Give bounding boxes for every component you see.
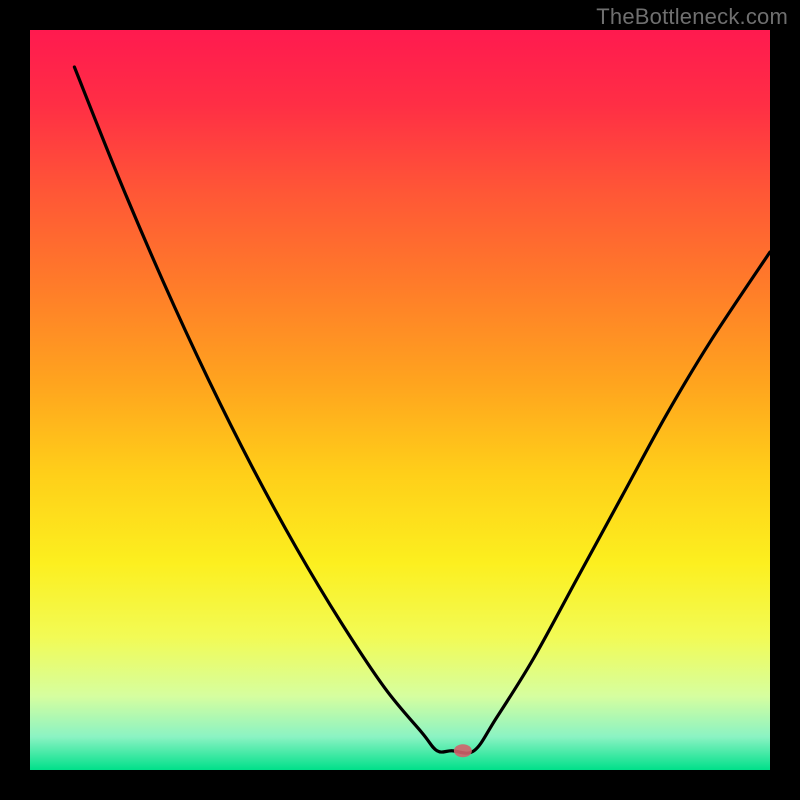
chart-container: TheBottleneck.com xyxy=(0,0,800,800)
bottleneck-chart xyxy=(0,0,800,800)
watermark-text: TheBottleneck.com xyxy=(596,4,788,30)
plot-area xyxy=(30,30,770,770)
bottleneck-marker xyxy=(454,744,472,757)
